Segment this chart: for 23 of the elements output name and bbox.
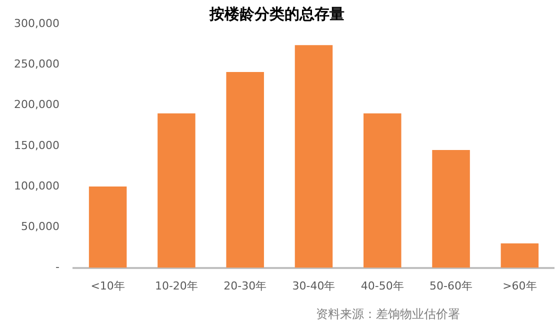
x-tick-label: >60年: [502, 279, 537, 292]
x-tick-label: 40-50年: [360, 279, 404, 292]
x-tick-label: <10年: [90, 279, 125, 292]
bar: [294, 45, 333, 268]
x-tick-label: 30-40年: [292, 279, 336, 292]
bar: [88, 186, 127, 268]
chart-title: 按楼龄分类的总存量: [208, 4, 344, 23]
x-tick-label: 10-20年: [154, 279, 198, 292]
x-tick-label: 50-60年: [430, 279, 473, 292]
text: 资料来源：差饷物业估价署: [316, 306, 460, 323]
bar: [500, 243, 539, 268]
y-tick-label: 300,000: [14, 16, 60, 30]
bar: [432, 150, 470, 268]
y-tick-label: 250,000: [14, 57, 60, 70]
y-tick-label: 100,000: [14, 179, 60, 192]
bar: [364, 113, 402, 268]
bar: [158, 113, 196, 268]
y-tick-label: -: [56, 260, 60, 274]
y-tick-label: 200,000: [14, 98, 60, 112]
y-tick-label: 150,000: [14, 138, 60, 152]
bar: [226, 72, 264, 268]
x-tick-label: 20-30年: [224, 279, 267, 292]
y-tick-label: 50,000: [20, 220, 60, 234]
